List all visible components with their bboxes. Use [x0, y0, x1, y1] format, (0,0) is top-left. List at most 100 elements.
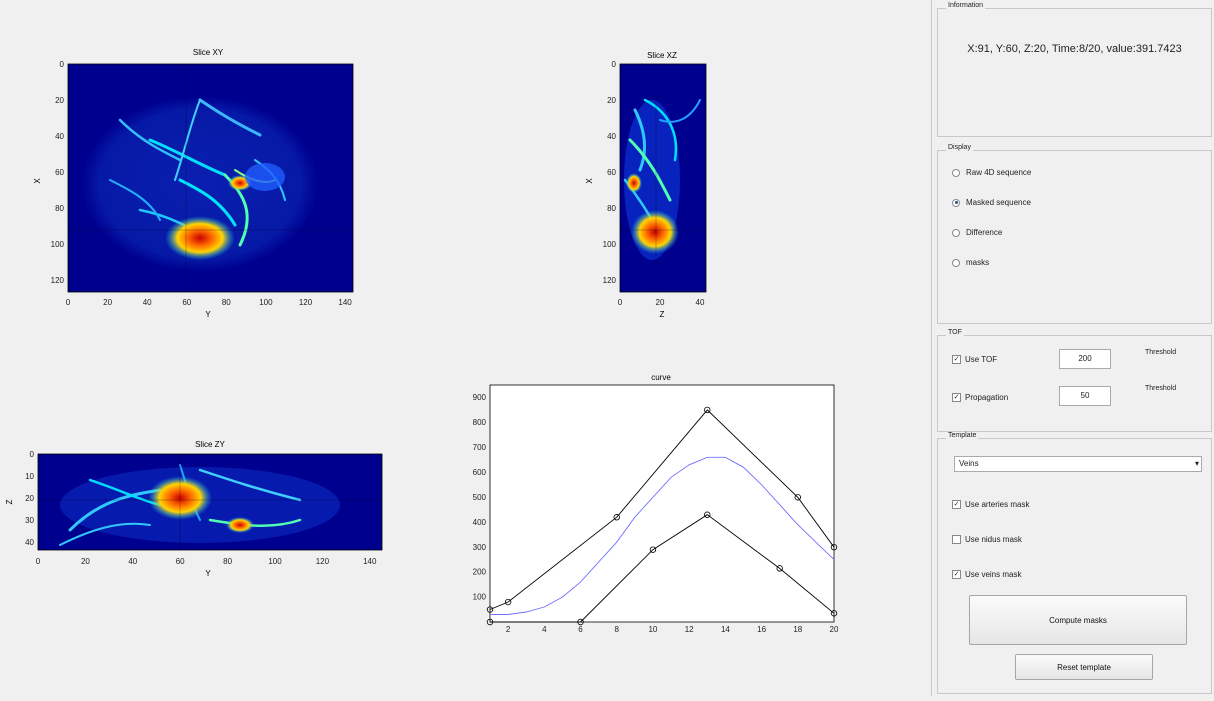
xy-ytick: 20 — [55, 96, 64, 105]
figure-area: Slice XY 0 20 — [5, 0, 932, 696]
slice-zy-ylabel: Z — [5, 499, 14, 504]
tof-panel: TOF ✓ Use TOF 200 Threshold ✓ Propagatio… — [937, 329, 1212, 432]
curve-xtick: 4 — [542, 625, 547, 634]
curve-point — [504, 598, 512, 606]
curve-plot[interactable]: curve 2 4 6 8 10 12 14 16 18 20 100 200 … — [473, 373, 839, 634]
curve-xtick: 20 — [830, 625, 839, 634]
curve-ytick: 900 — [473, 393, 487, 402]
slice-xz-plot[interactable]: Slice XZ 0 20 40 0 20 4 — [585, 51, 707, 319]
curve-series-group — [486, 406, 838, 626]
slice-xy-ylabel: X — [33, 178, 42, 184]
curve-ytick: 600 — [473, 468, 487, 477]
display-panel: Display Raw 4D sequence Masked sequence … — [937, 144, 1212, 324]
slice-zy-xticks: 0 20 40 60 80 100 120 140 — [36, 557, 377, 566]
use-veins-mask-checkbox[interactable]: ✓ Use veins mask — [952, 570, 1021, 579]
template-selected-value: Veins — [959, 459, 979, 468]
checkbox-box[interactable]: ✓ — [952, 500, 961, 509]
radio-label: Difference — [966, 228, 1003, 237]
xz-ytick: 40 — [607, 132, 616, 141]
template-legend: Template — [946, 432, 979, 439]
xy-ytick: 40 — [55, 132, 64, 141]
xy-ytick: 60 — [55, 168, 64, 177]
curve-point — [704, 406, 711, 414]
radio-indicator[interactable] — [952, 168, 960, 177]
xz-ytick: 80 — [607, 204, 616, 213]
use-tof-checkbox[interactable]: ✓ Use TOF — [952, 355, 997, 364]
curve-point — [649, 546, 657, 553]
tof-legend: TOF — [946, 329, 964, 336]
curve-series-line-2 — [490, 514, 835, 623]
xy-xtick: 120 — [299, 298, 313, 307]
figure-canvas: Slice XY 0 20 — [5, 48, 839, 634]
curve-xtick: 18 — [793, 625, 802, 634]
slice-xy-plot[interactable]: Slice XY 0 20 — [33, 48, 354, 319]
tof-threshold-input[interactable]: 200 — [1059, 349, 1111, 369]
curve-point — [613, 514, 620, 521]
radio-indicator[interactable] — [952, 228, 960, 237]
xy-xtick: 100 — [259, 298, 273, 307]
xy-xtick: 80 — [222, 298, 231, 307]
checkbox-label: Use TOF — [965, 355, 998, 364]
slice-zy-title: Slice ZY — [195, 440, 225, 449]
curve-ytick: 700 — [473, 443, 487, 452]
chevron-down-icon[interactable]: ▾ — [1194, 459, 1199, 468]
xy-ytick: 120 — [51, 276, 65, 285]
curve-xtick: 10 — [648, 625, 657, 634]
radio-indicator[interactable] — [952, 258, 960, 267]
use-arteries-mask-checkbox[interactable]: ✓ Use arteries mask — [952, 500, 1029, 509]
radio-masked-sequence[interactable]: Masked sequence — [952, 198, 1031, 207]
compute-masks-button[interactable]: Compute masks — [969, 595, 1187, 645]
checkbox-box[interactable]: ✓ — [952, 355, 961, 364]
xz-ytick: 100 — [603, 240, 617, 249]
slice-xy-xlabel: Y — [205, 310, 211, 319]
curve-yticks: 100 200 300 400 500 600 700 800 900 — [473, 393, 487, 602]
display-legend: Display — [946, 144, 973, 151]
reset-template-button[interactable]: Reset template — [1015, 654, 1153, 680]
curve-xtick: 12 — [685, 625, 694, 634]
slice-xz-ylabel: X — [585, 178, 594, 184]
slice-xz-xlabel: Z — [660, 310, 665, 319]
radio-masks[interactable]: masks — [952, 258, 989, 267]
curve-point — [486, 606, 494, 613]
use-nidus-mask-checkbox[interactable]: Use nidus mask — [952, 535, 1022, 544]
slice-zy-yticks: 0 10 20 30 40 — [25, 450, 34, 547]
template-dropdown[interactable]: Veins ▾ — [954, 456, 1202, 472]
checkbox-box[interactable] — [952, 535, 961, 544]
propagation-threshold-input[interactable]: 50 — [1059, 386, 1111, 406]
radio-label: Masked sequence — [966, 198, 1031, 207]
template-panel: Template Veins ▾ ✓ Use arteries mask Use… — [937, 432, 1212, 694]
checkbox-box[interactable]: ✓ — [952, 393, 961, 402]
radio-label: Raw 4D sequence — [966, 168, 1032, 177]
xy-ytick: 100 — [51, 240, 65, 249]
xz-xtick: 20 — [656, 298, 665, 307]
curve-xtick: 16 — [757, 625, 766, 634]
slice-xy-title: Slice XY — [193, 48, 224, 57]
zy-xtick: 80 — [223, 557, 232, 566]
xy-xtick: 0 — [66, 298, 71, 307]
radio-indicator-selected[interactable] — [952, 198, 960, 207]
radio-label: masks — [966, 258, 990, 267]
propagation-checkbox[interactable]: ✓ Propagation — [952, 393, 1008, 402]
zy-ytick: 20 — [25, 494, 34, 503]
zy-ytick: 10 — [25, 472, 34, 481]
curve-ytick: 400 — [473, 518, 487, 527]
curve-point — [776, 565, 783, 572]
xz-ytick: 120 — [603, 276, 617, 285]
tof-threshold-label: Threshold — [1145, 349, 1177, 356]
slice-xz-xticks: 0 20 40 — [618, 298, 705, 307]
curve-point — [577, 618, 584, 626]
slice-xy-yticks: 0 20 40 60 80 100 120 — [51, 60, 65, 285]
curve-series-line-0 — [489, 409, 835, 610]
checkbox-label: Use nidus mask — [965, 535, 1022, 544]
information-legend: Information — [946, 2, 986, 9]
xz-xtick: 0 — [618, 298, 623, 307]
curve-xtick: 14 — [721, 625, 730, 634]
radio-difference[interactable]: Difference — [952, 228, 1002, 237]
slice-zy-plot[interactable]: Slice ZY 0 20 40 60 80 100 — [5, 440, 383, 578]
curve-xtick: 8 — [614, 625, 619, 634]
curve-ytick: 800 — [473, 418, 487, 427]
radio-raw-4d-sequence[interactable]: Raw 4D sequence — [952, 168, 1031, 177]
curve-ytick: 500 — [473, 493, 487, 502]
curve-xticks: 2 4 6 8 10 12 14 16 18 20 — [506, 625, 839, 634]
checkbox-box[interactable]: ✓ — [952, 570, 961, 579]
